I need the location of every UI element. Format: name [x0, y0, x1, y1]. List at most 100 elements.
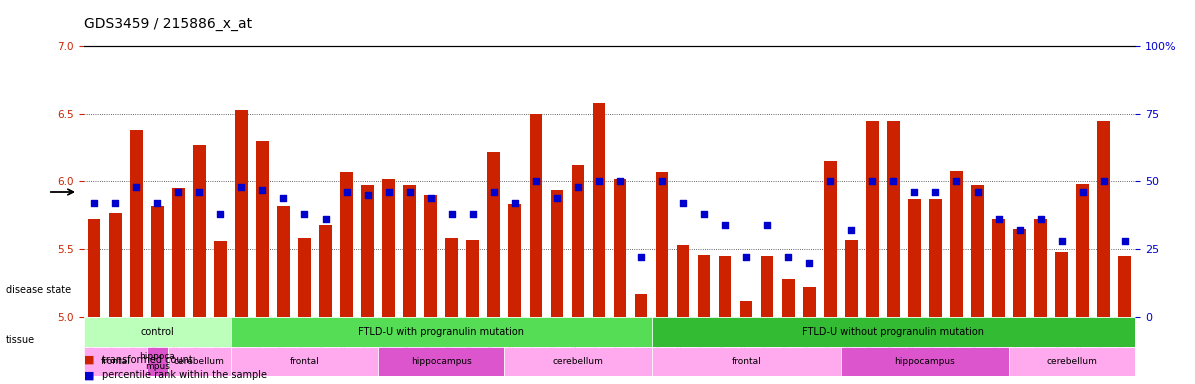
Point	[547, 195, 566, 201]
Text: ■: ■	[84, 370, 94, 380]
Bar	[740, 301, 753, 384]
Text: percentile rank within the sample: percentile rank within the sample	[102, 370, 266, 380]
Point	[736, 254, 755, 260]
Text: control: control	[140, 327, 174, 337]
Point	[315, 216, 335, 222]
Bar	[972, 185, 983, 384]
FancyBboxPatch shape	[231, 346, 378, 376]
Text: frontal: frontal	[100, 357, 130, 366]
Point	[611, 178, 630, 184]
Text: cerebellum: cerebellum	[174, 357, 225, 366]
Bar	[845, 240, 858, 384]
Bar	[1055, 252, 1068, 384]
Point	[1073, 189, 1092, 195]
Bar	[887, 121, 900, 384]
Point	[464, 211, 483, 217]
FancyBboxPatch shape	[651, 346, 841, 376]
Point	[105, 200, 124, 206]
Point	[1031, 216, 1050, 222]
Bar	[214, 241, 227, 384]
Bar	[719, 256, 731, 384]
Bar	[382, 179, 394, 384]
Point	[421, 195, 440, 201]
Point	[799, 260, 819, 266]
Bar	[930, 199, 942, 384]
Point	[905, 189, 924, 195]
Bar	[656, 172, 668, 384]
Bar	[172, 188, 184, 384]
Point	[210, 211, 229, 217]
Point	[863, 178, 882, 184]
Bar	[509, 204, 521, 384]
Point	[821, 178, 840, 184]
Point	[779, 254, 798, 260]
Point	[841, 227, 860, 233]
Point	[253, 187, 272, 193]
Text: transformed count: transformed count	[102, 355, 192, 365]
Point	[484, 189, 503, 195]
Bar	[782, 279, 795, 384]
Point	[589, 178, 608, 184]
Text: FTLD-U without progranulin mutation: FTLD-U without progranulin mutation	[802, 327, 985, 337]
Point	[148, 200, 167, 206]
Text: GDS3459 / 215886_x_at: GDS3459 / 215886_x_at	[84, 17, 252, 31]
Point	[1052, 238, 1071, 244]
Bar	[319, 225, 332, 384]
Bar	[1035, 219, 1047, 384]
Point	[1115, 238, 1134, 244]
Bar	[194, 145, 206, 384]
Point	[674, 200, 693, 206]
Bar	[571, 165, 584, 384]
Bar	[593, 103, 605, 384]
Bar	[88, 219, 100, 384]
Point	[127, 184, 146, 190]
Point	[505, 200, 525, 206]
FancyBboxPatch shape	[378, 346, 504, 376]
Bar	[908, 199, 920, 384]
Text: tissue: tissue	[6, 335, 35, 345]
Bar	[1119, 256, 1130, 384]
Bar	[635, 294, 648, 384]
Point	[694, 211, 713, 217]
FancyBboxPatch shape	[504, 346, 651, 376]
Point	[758, 222, 777, 228]
Point	[1095, 178, 1114, 184]
Bar	[130, 130, 142, 384]
Point	[168, 189, 188, 195]
Text: FTLD-U with progranulin mutation: FTLD-U with progranulin mutation	[358, 327, 525, 337]
Bar	[446, 238, 458, 384]
Point	[190, 189, 209, 195]
Bar	[676, 245, 690, 384]
FancyBboxPatch shape	[84, 346, 147, 376]
Bar	[529, 114, 543, 384]
Point	[400, 189, 419, 195]
Bar	[424, 195, 437, 384]
FancyBboxPatch shape	[651, 317, 1135, 346]
Text: frontal: frontal	[289, 357, 319, 366]
Bar	[551, 190, 563, 384]
Point	[337, 189, 356, 195]
FancyBboxPatch shape	[231, 317, 651, 346]
Bar	[950, 170, 963, 384]
Point	[716, 222, 735, 228]
Point	[652, 178, 672, 184]
Bar	[866, 121, 878, 384]
Bar	[361, 185, 374, 384]
Point	[274, 195, 293, 201]
Point	[989, 216, 1009, 222]
FancyBboxPatch shape	[147, 346, 167, 376]
FancyBboxPatch shape	[841, 346, 1009, 376]
Bar	[341, 172, 353, 384]
Bar	[466, 240, 479, 384]
Text: ■: ■	[84, 355, 94, 365]
Text: disease state: disease state	[6, 285, 71, 295]
Point	[358, 192, 378, 198]
Bar	[825, 161, 836, 384]
Bar	[698, 255, 710, 384]
Point	[442, 211, 461, 217]
Point	[85, 200, 104, 206]
Bar	[151, 206, 164, 384]
Point	[379, 189, 398, 195]
Bar	[992, 219, 1005, 384]
Point	[1010, 227, 1029, 233]
